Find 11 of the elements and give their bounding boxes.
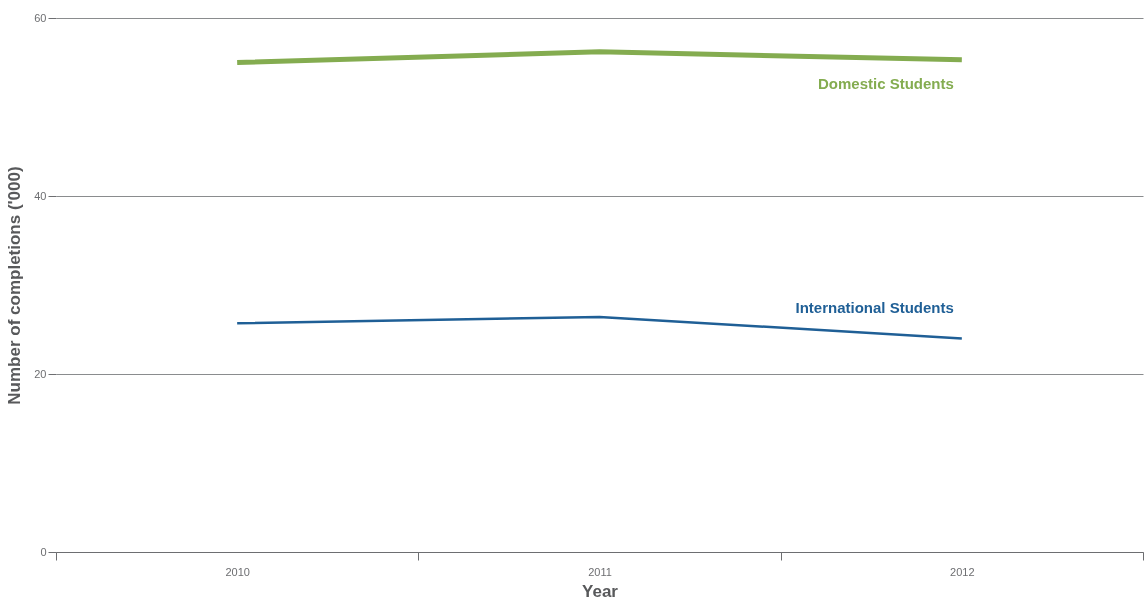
y-axis-title: Number of completions ('000)	[5, 166, 25, 405]
y-tick-label: 0	[40, 545, 47, 558]
x-tick-label: 2010	[225, 565, 250, 578]
y-tick-label: 40	[34, 189, 47, 202]
series-label: International Students	[795, 299, 954, 317]
x-tick-label: 2011	[588, 565, 612, 578]
y-tick-label: 60	[34, 11, 47, 24]
x-tick-label: 2012	[950, 565, 975, 578]
y-tick-label: 20	[34, 367, 47, 380]
x-axis-title: Year	[582, 581, 619, 601]
series-label: Domestic Students	[817, 74, 954, 92]
